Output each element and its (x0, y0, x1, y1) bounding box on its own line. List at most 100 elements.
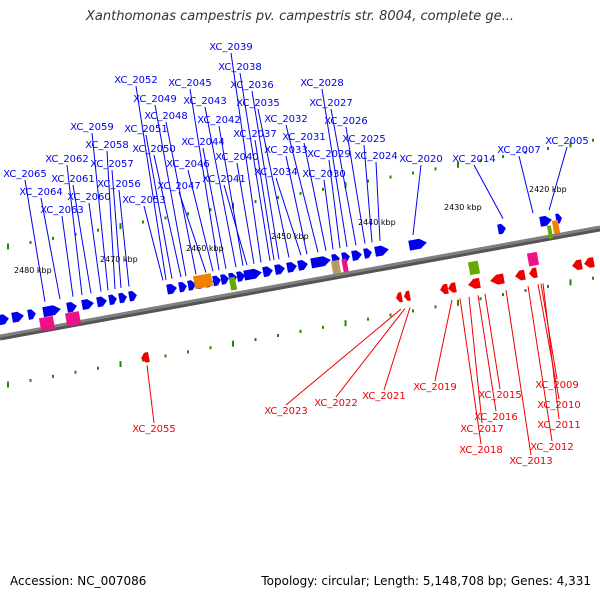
forward-gene[interactable] (286, 261, 298, 273)
forward-gene[interactable] (297, 259, 309, 271)
rna-feature[interactable] (526, 251, 540, 267)
rna-feature[interactable] (546, 225, 554, 239)
forward-gene[interactable] (497, 223, 507, 235)
forward-gene[interactable] (220, 273, 230, 285)
forward-gene[interactable] (42, 304, 61, 318)
gene-label[interactable]: XC_2055 (132, 424, 176, 435)
reverse-gene[interactable] (514, 269, 526, 282)
gene-label[interactable]: XC_2029 (307, 149, 351, 160)
forward-gene[interactable] (539, 215, 553, 227)
reverse-gene[interactable] (403, 290, 411, 302)
forward-gene[interactable] (166, 283, 178, 295)
gene-label[interactable]: XC_2022 (314, 398, 358, 409)
gene-label[interactable]: XC_2039 (209, 42, 253, 53)
gene-label[interactable]: XC_2036 (230, 80, 274, 91)
gene-label[interactable]: XC_2063 (40, 205, 84, 216)
gene-label[interactable]: XC_2047 (157, 181, 201, 192)
gene-label[interactable]: XC_2027 (309, 98, 353, 109)
gene-label[interactable]: XC_2052 (114, 75, 158, 86)
forward-gene[interactable] (178, 281, 188, 293)
gene-label[interactable]: XC_2064 (19, 187, 63, 198)
gene-label[interactable]: XC_2007 (497, 145, 541, 156)
rna-feature[interactable] (467, 260, 481, 276)
gene-label[interactable]: XC_2028 (300, 78, 344, 89)
forward-gene[interactable] (351, 249, 363, 261)
gene-label[interactable]: XC_2061 (51, 174, 95, 185)
gene-label[interactable]: XC_2024 (354, 151, 398, 162)
gene-label[interactable]: XC_2009 (535, 380, 579, 391)
reverse-gene[interactable] (583, 257, 595, 269)
gene-label[interactable]: XC_2057 (90, 159, 134, 170)
gene-label[interactable]: XC_2049 (133, 94, 177, 105)
reverse-gene[interactable] (395, 292, 403, 303)
gene-label[interactable]: XC_2050 (132, 144, 176, 155)
forward-gene[interactable] (310, 255, 331, 269)
reverse-gene[interactable] (528, 267, 538, 279)
gene-label[interactable]: XC_2041 (202, 174, 246, 185)
gene-label[interactable]: XC_2058 (85, 140, 129, 151)
reverse-gene[interactable] (439, 283, 449, 295)
gene-label[interactable]: XC_2037 (233, 129, 277, 140)
gene-label[interactable]: XC_2016 (474, 412, 518, 423)
gene-label[interactable]: XC_2042 (197, 115, 241, 126)
rna-feature[interactable] (551, 220, 561, 234)
gene-label[interactable]: XC_2065 (3, 169, 47, 180)
gene-label[interactable]: XC_2056 (97, 179, 141, 190)
reverse-gene[interactable] (467, 277, 481, 290)
gene-label[interactable]: XC_2023 (264, 406, 308, 417)
rna-feature[interactable] (192, 273, 214, 290)
gene-label[interactable]: XC_2040 (215, 152, 259, 163)
gene-label[interactable]: XC_2045 (168, 78, 212, 89)
reverse-gene[interactable] (447, 282, 457, 293)
gene-label[interactable]: XC_2030 (302, 169, 346, 180)
forward-gene[interactable] (66, 301, 78, 313)
gene-label[interactable]: XC_2013 (509, 456, 553, 467)
gene-label[interactable]: XC_2025 (342, 134, 386, 145)
forward-gene[interactable] (11, 311, 25, 323)
reverse-gene[interactable] (571, 259, 583, 271)
gene-label[interactable]: XC_2011 (537, 420, 581, 431)
gene-label[interactable]: XC_2048 (144, 111, 188, 122)
gene-label[interactable]: XC_2062 (45, 154, 89, 165)
forward-gene[interactable] (262, 265, 274, 278)
forward-gene[interactable] (96, 296, 108, 308)
gene-label[interactable]: XC_2046 (166, 159, 210, 170)
gene-label[interactable]: XC_2010 (537, 400, 581, 411)
gene-label[interactable]: XC_2033 (264, 145, 308, 156)
gene-label[interactable]: XC_2053 (122, 195, 166, 206)
gene-label[interactable]: XC_2035 (236, 98, 280, 109)
forward-gene[interactable] (27, 309, 37, 320)
gene-label[interactable]: XC_2020 (399, 154, 443, 165)
rna-feature[interactable] (330, 259, 342, 275)
gene-label[interactable]: XC_2026 (324, 116, 368, 127)
rna-feature[interactable] (341, 258, 349, 273)
forward-gene[interactable] (363, 247, 373, 259)
forward-gene[interactable] (0, 313, 10, 326)
forward-gene[interactable] (408, 238, 427, 251)
gene-label[interactable]: XC_2044 (181, 137, 225, 148)
gene-label[interactable]: XC_2032 (264, 114, 308, 125)
gene-label[interactable]: XC_2019 (413, 382, 457, 393)
forward-gene[interactable] (212, 275, 222, 287)
gene-label[interactable]: XC_2043 (183, 96, 227, 107)
gene-label[interactable]: XC_2060 (67, 192, 111, 203)
forward-gene[interactable] (118, 292, 128, 304)
gene-label[interactable]: XC_2038 (218, 62, 262, 73)
gene-label[interactable]: XC_2021 (362, 391, 406, 402)
gene-label[interactable]: XC_2017 (460, 424, 504, 435)
forward-gene[interactable] (374, 244, 390, 257)
gene-label[interactable]: XC_2059 (70, 122, 114, 133)
gene-label[interactable]: XC_2031 (282, 132, 326, 143)
gene-label[interactable]: XC_2034 (254, 167, 298, 178)
gene-label[interactable]: XC_2005 (545, 136, 589, 147)
gene-label[interactable]: XC_2015 (478, 390, 522, 401)
gene-label[interactable]: XC_2014 (452, 154, 496, 165)
reverse-gene[interactable] (489, 273, 505, 286)
forward-gene[interactable] (274, 263, 286, 275)
forward-gene[interactable] (108, 294, 118, 306)
forward-gene[interactable] (81, 298, 95, 311)
gene-label[interactable]: XC_2018 (459, 445, 503, 456)
forward-gene[interactable] (187, 279, 197, 291)
reverse-gene[interactable] (140, 352, 150, 363)
